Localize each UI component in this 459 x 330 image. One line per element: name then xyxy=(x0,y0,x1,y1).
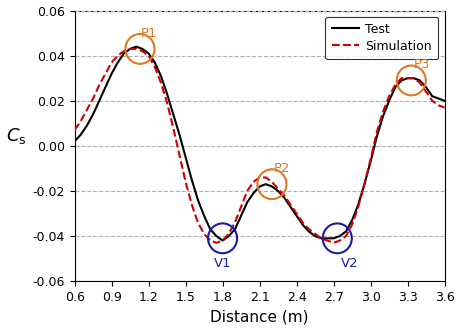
Test xyxy=(164,92,169,96)
Test xyxy=(441,99,446,103)
Simulation xyxy=(127,47,133,51)
Text: V2: V2 xyxy=(340,257,358,270)
Simulation xyxy=(306,227,311,231)
Test xyxy=(306,230,311,234)
Simulation xyxy=(72,128,77,132)
Text: P3: P3 xyxy=(413,58,430,71)
Test xyxy=(133,45,139,49)
Test xyxy=(281,196,286,200)
Text: P2: P2 xyxy=(273,162,290,175)
Line: Simulation: Simulation xyxy=(74,49,443,243)
Simulation xyxy=(164,101,169,105)
Y-axis label: $C_\mathrm{s}$: $C_\mathrm{s}$ xyxy=(6,126,26,146)
Line: Test: Test xyxy=(74,47,443,241)
Test xyxy=(404,76,409,80)
Legend: Test, Simulation: Test, Simulation xyxy=(325,17,437,59)
Simulation xyxy=(281,193,286,197)
X-axis label: Distance (m): Distance (m) xyxy=(210,310,308,324)
Simulation xyxy=(151,65,157,69)
Text: P1: P1 xyxy=(140,27,157,40)
Test xyxy=(72,139,77,143)
Simulation xyxy=(404,76,409,80)
Test xyxy=(219,239,225,243)
Text: V1: V1 xyxy=(213,257,231,270)
Test xyxy=(207,227,213,231)
Simulation xyxy=(441,106,446,110)
Test xyxy=(151,60,157,64)
Simulation xyxy=(213,241,218,245)
Simulation xyxy=(207,239,213,243)
